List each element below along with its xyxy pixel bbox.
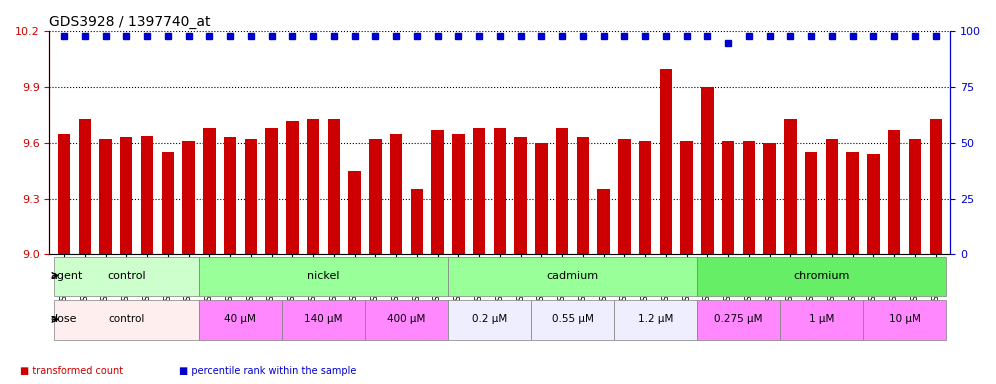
Bar bbox=[784, 119, 797, 255]
Bar bbox=[161, 152, 174, 255]
FancyBboxPatch shape bbox=[864, 301, 946, 340]
Bar bbox=[888, 130, 900, 255]
Bar bbox=[514, 137, 527, 255]
Bar bbox=[265, 128, 278, 255]
Bar bbox=[286, 121, 299, 255]
Bar bbox=[722, 141, 734, 255]
FancyBboxPatch shape bbox=[282, 301, 365, 340]
Bar bbox=[659, 69, 672, 255]
Text: agent: agent bbox=[51, 270, 83, 281]
Text: chromium: chromium bbox=[794, 270, 850, 281]
Bar bbox=[307, 119, 320, 255]
FancyBboxPatch shape bbox=[531, 301, 614, 340]
Bar bbox=[535, 143, 548, 255]
Bar bbox=[121, 137, 132, 255]
Bar bbox=[680, 141, 693, 255]
Text: 400 μM: 400 μM bbox=[387, 314, 425, 324]
Bar bbox=[619, 139, 630, 255]
Text: 0.55 μM: 0.55 μM bbox=[552, 314, 594, 324]
FancyBboxPatch shape bbox=[199, 257, 448, 296]
Bar bbox=[224, 137, 236, 255]
Text: nickel: nickel bbox=[307, 270, 340, 281]
Text: GDS3928 / 1397740_at: GDS3928 / 1397740_at bbox=[50, 15, 211, 29]
Text: ■ percentile rank within the sample: ■ percentile rank within the sample bbox=[179, 366, 357, 376]
Bar bbox=[701, 87, 714, 255]
Bar bbox=[452, 134, 464, 255]
Text: cadmium: cadmium bbox=[547, 270, 599, 281]
FancyBboxPatch shape bbox=[199, 301, 282, 340]
FancyBboxPatch shape bbox=[448, 257, 697, 296]
Bar bbox=[79, 119, 91, 255]
Bar bbox=[847, 152, 859, 255]
Bar bbox=[100, 139, 112, 255]
Text: 10 μM: 10 μM bbox=[888, 314, 920, 324]
Bar bbox=[431, 130, 444, 255]
Bar bbox=[349, 171, 361, 255]
Text: 0.275 μM: 0.275 μM bbox=[714, 314, 763, 324]
FancyBboxPatch shape bbox=[697, 301, 780, 340]
Text: ■ transformed count: ■ transformed count bbox=[20, 366, 124, 376]
Bar bbox=[389, 134, 402, 255]
Bar bbox=[577, 137, 589, 255]
Bar bbox=[410, 189, 423, 255]
Bar bbox=[182, 141, 195, 255]
Bar bbox=[764, 143, 776, 255]
Text: dose: dose bbox=[51, 314, 77, 324]
Bar bbox=[826, 139, 839, 255]
Bar bbox=[805, 152, 818, 255]
Bar bbox=[473, 128, 485, 255]
Bar bbox=[908, 139, 921, 255]
Bar bbox=[328, 119, 340, 255]
Bar bbox=[245, 139, 257, 255]
Text: 1 μM: 1 μM bbox=[809, 314, 835, 324]
Bar bbox=[639, 141, 651, 255]
Bar bbox=[556, 128, 569, 255]
Bar bbox=[140, 136, 153, 255]
Bar bbox=[494, 128, 506, 255]
Bar bbox=[929, 119, 942, 255]
Text: 40 μM: 40 μM bbox=[224, 314, 256, 324]
Bar bbox=[58, 134, 71, 255]
FancyBboxPatch shape bbox=[365, 301, 448, 340]
Text: 0.2 μM: 0.2 μM bbox=[472, 314, 507, 324]
Text: control: control bbox=[109, 314, 144, 324]
Bar bbox=[743, 141, 755, 255]
FancyBboxPatch shape bbox=[448, 301, 531, 340]
Text: 140 μM: 140 μM bbox=[304, 314, 343, 324]
Text: 1.2 μM: 1.2 μM bbox=[637, 314, 673, 324]
Bar bbox=[868, 154, 879, 255]
FancyBboxPatch shape bbox=[780, 301, 864, 340]
Text: control: control bbox=[107, 270, 145, 281]
FancyBboxPatch shape bbox=[697, 257, 946, 296]
FancyBboxPatch shape bbox=[54, 301, 199, 340]
Bar bbox=[370, 139, 381, 255]
FancyBboxPatch shape bbox=[614, 301, 697, 340]
Bar bbox=[598, 189, 610, 255]
FancyBboxPatch shape bbox=[54, 257, 199, 296]
Bar bbox=[203, 128, 215, 255]
